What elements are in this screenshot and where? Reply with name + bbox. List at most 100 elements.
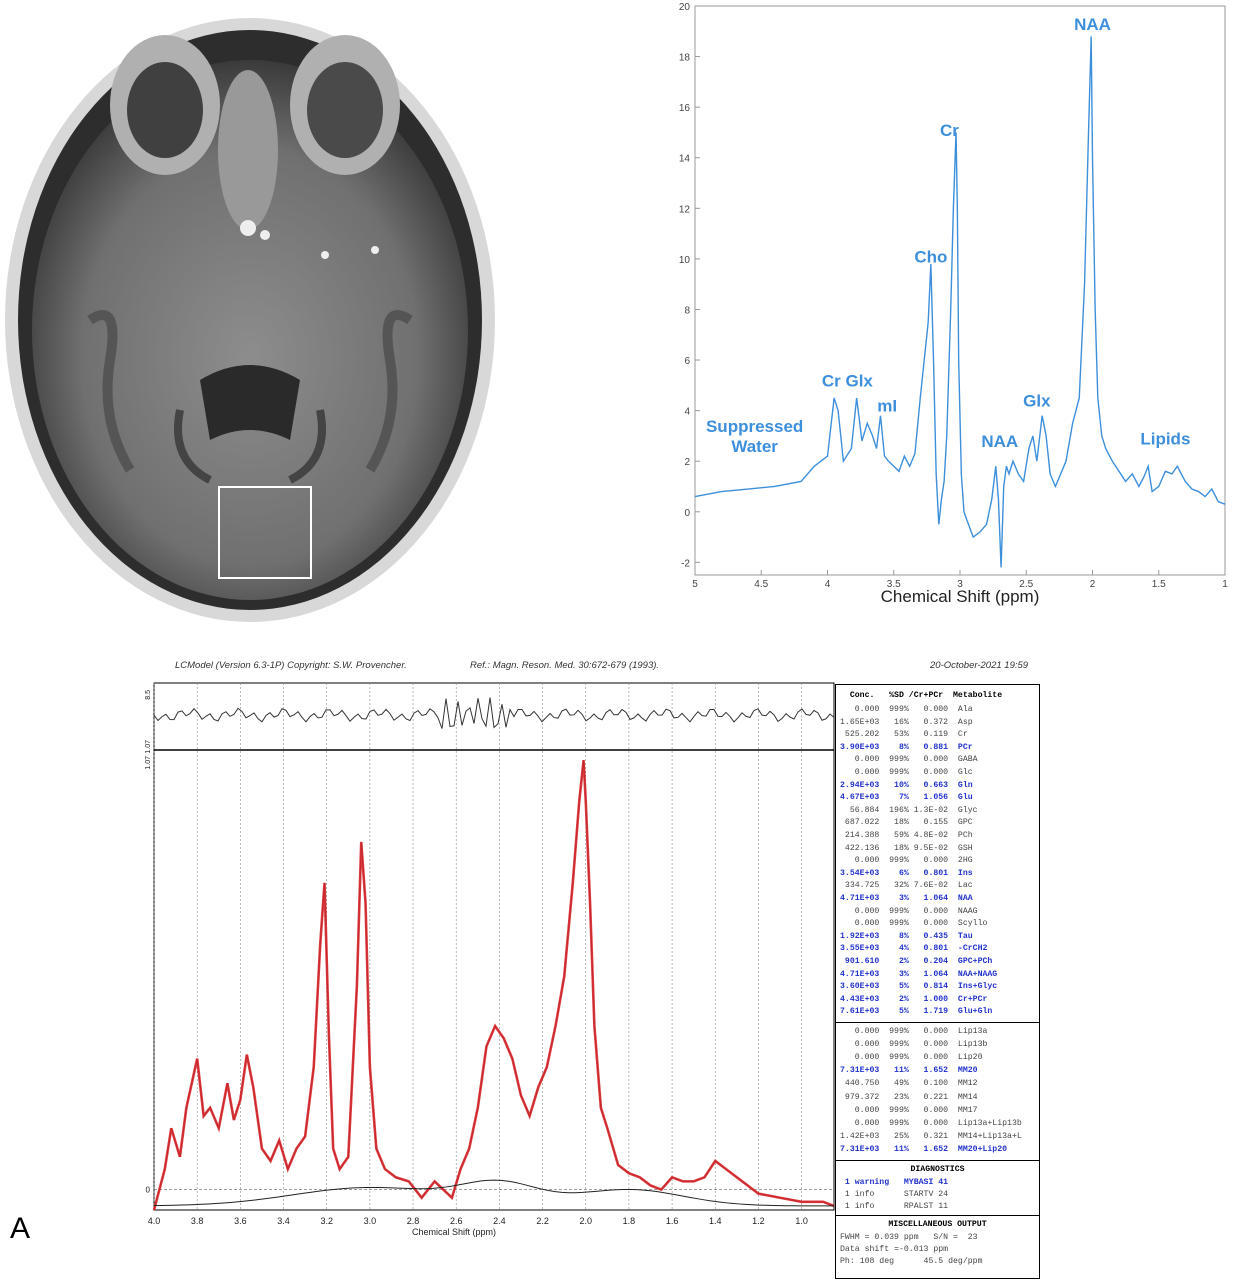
x-tick-label: 3.5 xyxy=(887,579,901,590)
lcmodel-panel: LCModel (Version 6.3-1P) Copyright: S.W.… xyxy=(140,650,1243,1280)
residual-tick-label: 1.07 xyxy=(145,740,152,754)
x-tick-label: 1.8 xyxy=(623,1216,636,1226)
metabolite-table: Conc. %SD /Cr+PCr Metabolite 0.000 999% … xyxy=(835,684,1040,1279)
plot-frame xyxy=(153,682,835,1211)
metabolite-row: 687.022 18% 0.155 GPC xyxy=(840,818,973,828)
diagnostic-row: 1 info STARTV 24 xyxy=(840,1190,949,1199)
x-tick-label: 1.0 xyxy=(795,1216,808,1226)
residual-tick-label: 8.5 xyxy=(145,690,152,700)
x-tick-label: 3.0 xyxy=(364,1216,377,1226)
x-tick-label: 2.4 xyxy=(493,1216,506,1226)
x-axis-label: Chemical Shift (ppm) xyxy=(881,587,1040,606)
brain-mri-image xyxy=(5,18,495,622)
x-tick-label: 4.0 xyxy=(148,1216,161,1226)
x-tick-label: 3 xyxy=(957,579,963,590)
x-tick-label: 2 xyxy=(1090,579,1096,590)
x-tick-label: 1.4 xyxy=(709,1216,722,1226)
lipid-row: 440.750 49% 0.100 MM12 xyxy=(840,1079,978,1089)
lipid-row: 0.000 999% 0.000 Lip20 xyxy=(840,1053,983,1063)
metabolite-row: 56.884 196% 1.3E-02 Glyc xyxy=(840,805,978,815)
metabolite-row: 3.55E+03 4% 0.801 -CrCH2 xyxy=(840,944,988,954)
lipid-row: 7.31E+03 11% 1.652 MM20+Lip20 xyxy=(840,1144,1008,1154)
lipid-row: 0.000 999% 0.000 Lip13b xyxy=(840,1040,988,1050)
fit-trace xyxy=(152,760,835,1211)
peak-annotation: Cr xyxy=(940,121,959,140)
y-tick-label: 16 xyxy=(679,103,691,114)
metabolite-row: 0.000 999% 0.000 Scyllo xyxy=(840,919,988,929)
diagnostics-title: DIAGNOSTICS xyxy=(910,1165,965,1174)
lipid-row: 0.000 999% 0.000 Lip13a xyxy=(840,1027,988,1036)
lipid-row: 0.000 999% 0.000 Lip13a+Lip13b xyxy=(840,1118,1022,1128)
metabolite-row: 4.71E+03 3% 1.064 NAA+NAAG xyxy=(840,969,998,979)
metabolite-row: 2.94E+03 10% 0.663 Gln xyxy=(840,780,973,790)
lcmodel-header-ref: Ref.: Magn. Reson. Med. 30:672-679 (1993… xyxy=(470,660,660,671)
metabolite-row: 3.54E+03 6% 0.801 Ins xyxy=(840,868,973,878)
metabolite-row: 3.60E+03 5% 0.814 Ins+Glyc xyxy=(840,982,998,992)
y-tick-label: 6 xyxy=(684,356,690,367)
y-tick-label: 2 xyxy=(684,457,690,468)
y-tick-label: 12 xyxy=(679,204,691,215)
x-tick-label: 2.8 xyxy=(407,1216,420,1226)
lipid-row: 7.31E+03 11% 1.652 MM20 xyxy=(840,1066,978,1076)
residual-trace xyxy=(153,697,835,729)
voxel-box xyxy=(218,486,312,579)
x-tick-label: 3.2 xyxy=(320,1216,333,1226)
x-tick-label: 1.6 xyxy=(666,1216,679,1226)
lipid-row: 1.42E+03 25% 0.321 MM14+Lip13a+L xyxy=(840,1131,1022,1141)
x-tick-label: 3.8 xyxy=(191,1216,204,1226)
metabolite-row: 4.71E+03 3% 1.064 NAA xyxy=(840,894,973,903)
data-trace xyxy=(153,760,835,1211)
peak-annotation: NAA xyxy=(1074,15,1111,34)
y-tick-label: 0 xyxy=(684,508,690,519)
table-header: Conc. %SD /Cr+PCr Metabolite xyxy=(840,691,1003,700)
y-tick-label: 0 xyxy=(146,1186,151,1195)
y-tick-label: 14 xyxy=(679,154,691,165)
y-tick-label: 10 xyxy=(679,255,691,266)
x-tick-label: 1 xyxy=(1222,579,1228,590)
diagnostic-row: 1 info RPALST 11 xyxy=(840,1202,949,1211)
x-tick-label: 2.2 xyxy=(536,1216,549,1226)
metabolite-row: 3.90E+03 8% 0.881 PCr xyxy=(840,742,973,752)
y-tick-label: 18 xyxy=(679,53,691,64)
metabolite-row: 0.000 999% 0.000 2HG xyxy=(840,856,973,866)
metabolite-row: 0.000 999% 0.000 Glc xyxy=(840,768,973,777)
peak-annotation: Cr Glx xyxy=(822,371,874,390)
metabolite-row: 7.61E+03 5% 1.719 Glu+Gln xyxy=(840,1007,993,1017)
misc-row: Ph: 108 deg 45.5 deg/ppm xyxy=(840,1257,983,1266)
metabolite-row: 4.67E+03 7% 1.056 Glu xyxy=(840,793,973,803)
x-tick-label: 3.6 xyxy=(234,1216,247,1226)
peak-annotation: Water xyxy=(731,437,778,456)
spectrum-chart: 5 4.5 4 3.5 3 2.5 2 1.5 1 -2 0 2 4 6 8 10 12 14 16 18 20 Supp… xyxy=(679,2,1228,606)
panel-label: A xyxy=(10,1212,31,1245)
x-tick-label: 4.5 xyxy=(754,579,768,590)
y-tick-label: -2 xyxy=(681,558,690,569)
x-tick-label: 4 xyxy=(825,579,831,590)
lipid-row: 979.372 23% 0.221 MM14 xyxy=(840,1092,978,1102)
misc-row: FWHM = 0.039 ppm S/N = 23 xyxy=(840,1233,978,1242)
x-axis-label: Chemical Shift (ppm) xyxy=(412,1227,496,1237)
metabolite-row: 901.610 2% 0.204 GPC+PCh xyxy=(840,957,993,966)
lcmodel-header-left: LCModel (Version 6.3-1P) Copyright: S.W.… xyxy=(175,660,407,671)
metabolite-row: 334.725 32% 7.6E-02 Lac xyxy=(840,881,973,891)
baseline-trace xyxy=(153,1179,835,1207)
lipid-row: 0.000 999% 0.000 MM17 xyxy=(840,1105,978,1115)
y-tick-label: 8 xyxy=(684,305,690,316)
spectrum-line xyxy=(694,36,1226,568)
peak-annotation: NAA xyxy=(981,432,1018,451)
lcmodel-fit-chart: 4.0 3.8 3.6 3.4 3.2 3.0 2.8 2.6 2.4 2.2 2.0 1.8 1.6 1… xyxy=(145,682,835,1237)
metabolite-row: 1.92E+03 8% 0.435 Tau xyxy=(840,931,973,941)
diagnostic-row: 1 warning MYBASI 41 xyxy=(840,1178,949,1187)
metabolite-row: 422.136 18% 9.5E-02 GSH xyxy=(840,843,973,853)
x-tick-label: 2.6 xyxy=(450,1216,463,1226)
metabolite-row: 4.43E+03 2% 1.000 Cr+PCr xyxy=(840,994,988,1004)
plot-frame xyxy=(694,5,1226,576)
peak-annotation: Glx xyxy=(1023,392,1051,411)
x-tick-label: 1.2 xyxy=(752,1216,765,1226)
x-tick-label: 1.5 xyxy=(1152,579,1166,590)
peak-annotation: mI xyxy=(877,397,897,416)
x-tick-label: 3.4 xyxy=(277,1216,290,1226)
y-tick-label: 4 xyxy=(684,407,690,418)
peak-annotation: Suppressed xyxy=(706,417,803,436)
y-tick-label: 1.07 xyxy=(145,756,152,770)
x-tick-label: 2.0 xyxy=(579,1216,592,1226)
